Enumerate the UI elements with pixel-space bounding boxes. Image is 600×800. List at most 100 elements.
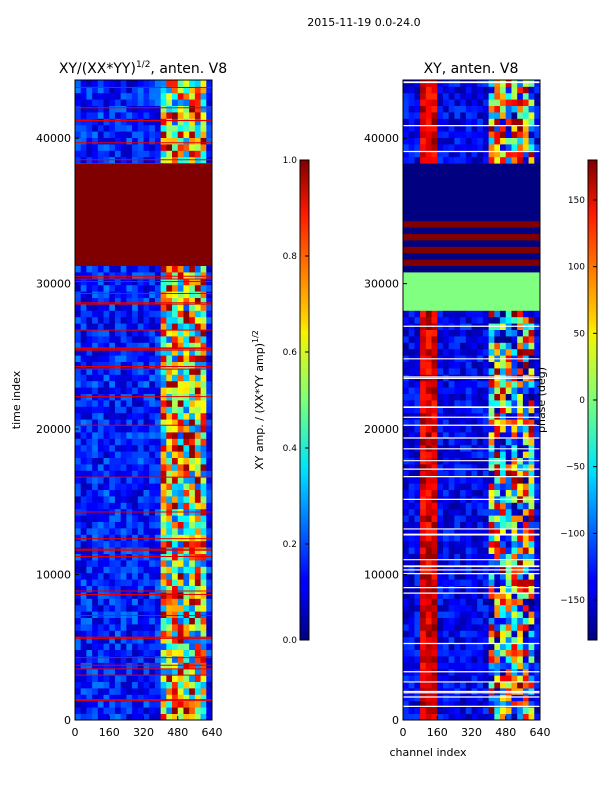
phase-cell (431, 374, 438, 382)
phase-cell (460, 598, 467, 606)
amplitude-cell (126, 592, 133, 599)
amplitude-cell (160, 476, 167, 484)
phase-cell (420, 99, 427, 106)
amplitude-cell (137, 342, 144, 350)
amplitude-cell (189, 707, 196, 714)
amplitude-cell (194, 489, 201, 497)
amplitude-cell (132, 483, 139, 490)
amplitude-cell (177, 604, 184, 612)
amplitude-cell (132, 112, 139, 119)
amplitude-cell (200, 713, 207, 720)
phase-cell (454, 636, 461, 644)
phase-cell (460, 419, 467, 426)
phase-cell (517, 310, 524, 318)
amplitude-cell (177, 118, 184, 126)
amplitude-cell (172, 476, 179, 484)
amplitude-cell (166, 694, 173, 702)
phase-cell (442, 528, 450, 535)
amplitude-cell (189, 656, 196, 663)
amplitude-cell (114, 540, 122, 548)
amplitude-cell (75, 630, 82, 638)
phase-cell (517, 585, 524, 593)
phase-cell (500, 624, 507, 631)
amplitude-cell (177, 579, 184, 586)
phase-cell (403, 99, 410, 106)
phase-cell (465, 150, 472, 158)
phase-cell (505, 451, 512, 458)
amplitude-cell (75, 336, 82, 343)
phase-cell (511, 528, 518, 535)
amplitude-cell (126, 131, 133, 138)
phase-cell (420, 508, 427, 516)
phase-cell (522, 707, 529, 714)
phase-cell (454, 470, 461, 478)
phase-cell (482, 694, 490, 702)
phase-cell (408, 713, 415, 720)
amplitude-cell (103, 553, 110, 561)
phase-cell (448, 502, 455, 510)
amplitude-cell (177, 99, 184, 106)
amplitude-cell (183, 528, 190, 535)
amplitude-cell (80, 355, 87, 362)
phase-cell (511, 137, 518, 145)
amplitude-cell (194, 528, 201, 535)
amplitude-cell (200, 400, 207, 407)
amplitude-cell (154, 713, 162, 720)
amplitude-cell (109, 348, 116, 356)
amplitude-cell (172, 707, 179, 714)
amplitude-cell (109, 144, 116, 151)
amplitude-cell (177, 515, 184, 522)
phase-cell (494, 80, 501, 87)
amplitude-cell (120, 521, 127, 529)
phase-cell (465, 380, 472, 388)
phase-cell (460, 636, 467, 644)
amplitude-cell (132, 496, 139, 503)
phase-cell (500, 540, 507, 548)
amplitude-cell (120, 342, 127, 350)
amplitude-cell (177, 329, 184, 337)
phase-cell (460, 502, 467, 510)
amplitude-cell (120, 470, 127, 478)
phase-cell (448, 643, 455, 650)
phase-cell (437, 643, 444, 650)
amplitude-cell (154, 412, 162, 420)
phase-cell (482, 643, 490, 650)
phase-cell (414, 508, 421, 516)
phase-cell (454, 611, 461, 618)
amplitude-cell (194, 534, 201, 542)
phase-cell (437, 604, 444, 612)
phase-cell (534, 92, 540, 100)
phase-cell (465, 489, 472, 497)
phase-cell (431, 425, 438, 433)
phase-cell (403, 86, 410, 94)
amplitude-cell (143, 476, 150, 484)
amplitude-cell (103, 713, 110, 720)
phase-cell (408, 406, 415, 414)
amplitude-cell (97, 528, 104, 535)
phase-cell (471, 572, 478, 580)
amplitude-cell (154, 355, 162, 362)
phase-cell (528, 630, 535, 638)
phase-cell (460, 700, 467, 708)
amplitude-cell (194, 457, 201, 465)
phase-cell (431, 144, 438, 151)
phase-cell (465, 368, 472, 375)
phase-cell (471, 540, 478, 548)
amplitude-cell (206, 592, 212, 599)
phase-cell (528, 438, 535, 446)
amplitude-cell (177, 380, 184, 388)
phase-cell (414, 656, 421, 663)
phase-cell (454, 560, 461, 567)
amplitude-cell (189, 451, 196, 458)
amplitude-cell (114, 144, 122, 151)
amplitude-cell (109, 534, 116, 542)
amplitude-cell (80, 713, 87, 720)
amplitude-cell (114, 342, 122, 350)
amplitude-cell (166, 540, 173, 548)
phase-cell (488, 502, 495, 510)
phase-cell (488, 150, 495, 158)
amplitude-cell (109, 406, 116, 414)
amplitude-cell (92, 496, 99, 503)
phase-cell (522, 144, 529, 151)
amplitude-cell (154, 105, 162, 113)
